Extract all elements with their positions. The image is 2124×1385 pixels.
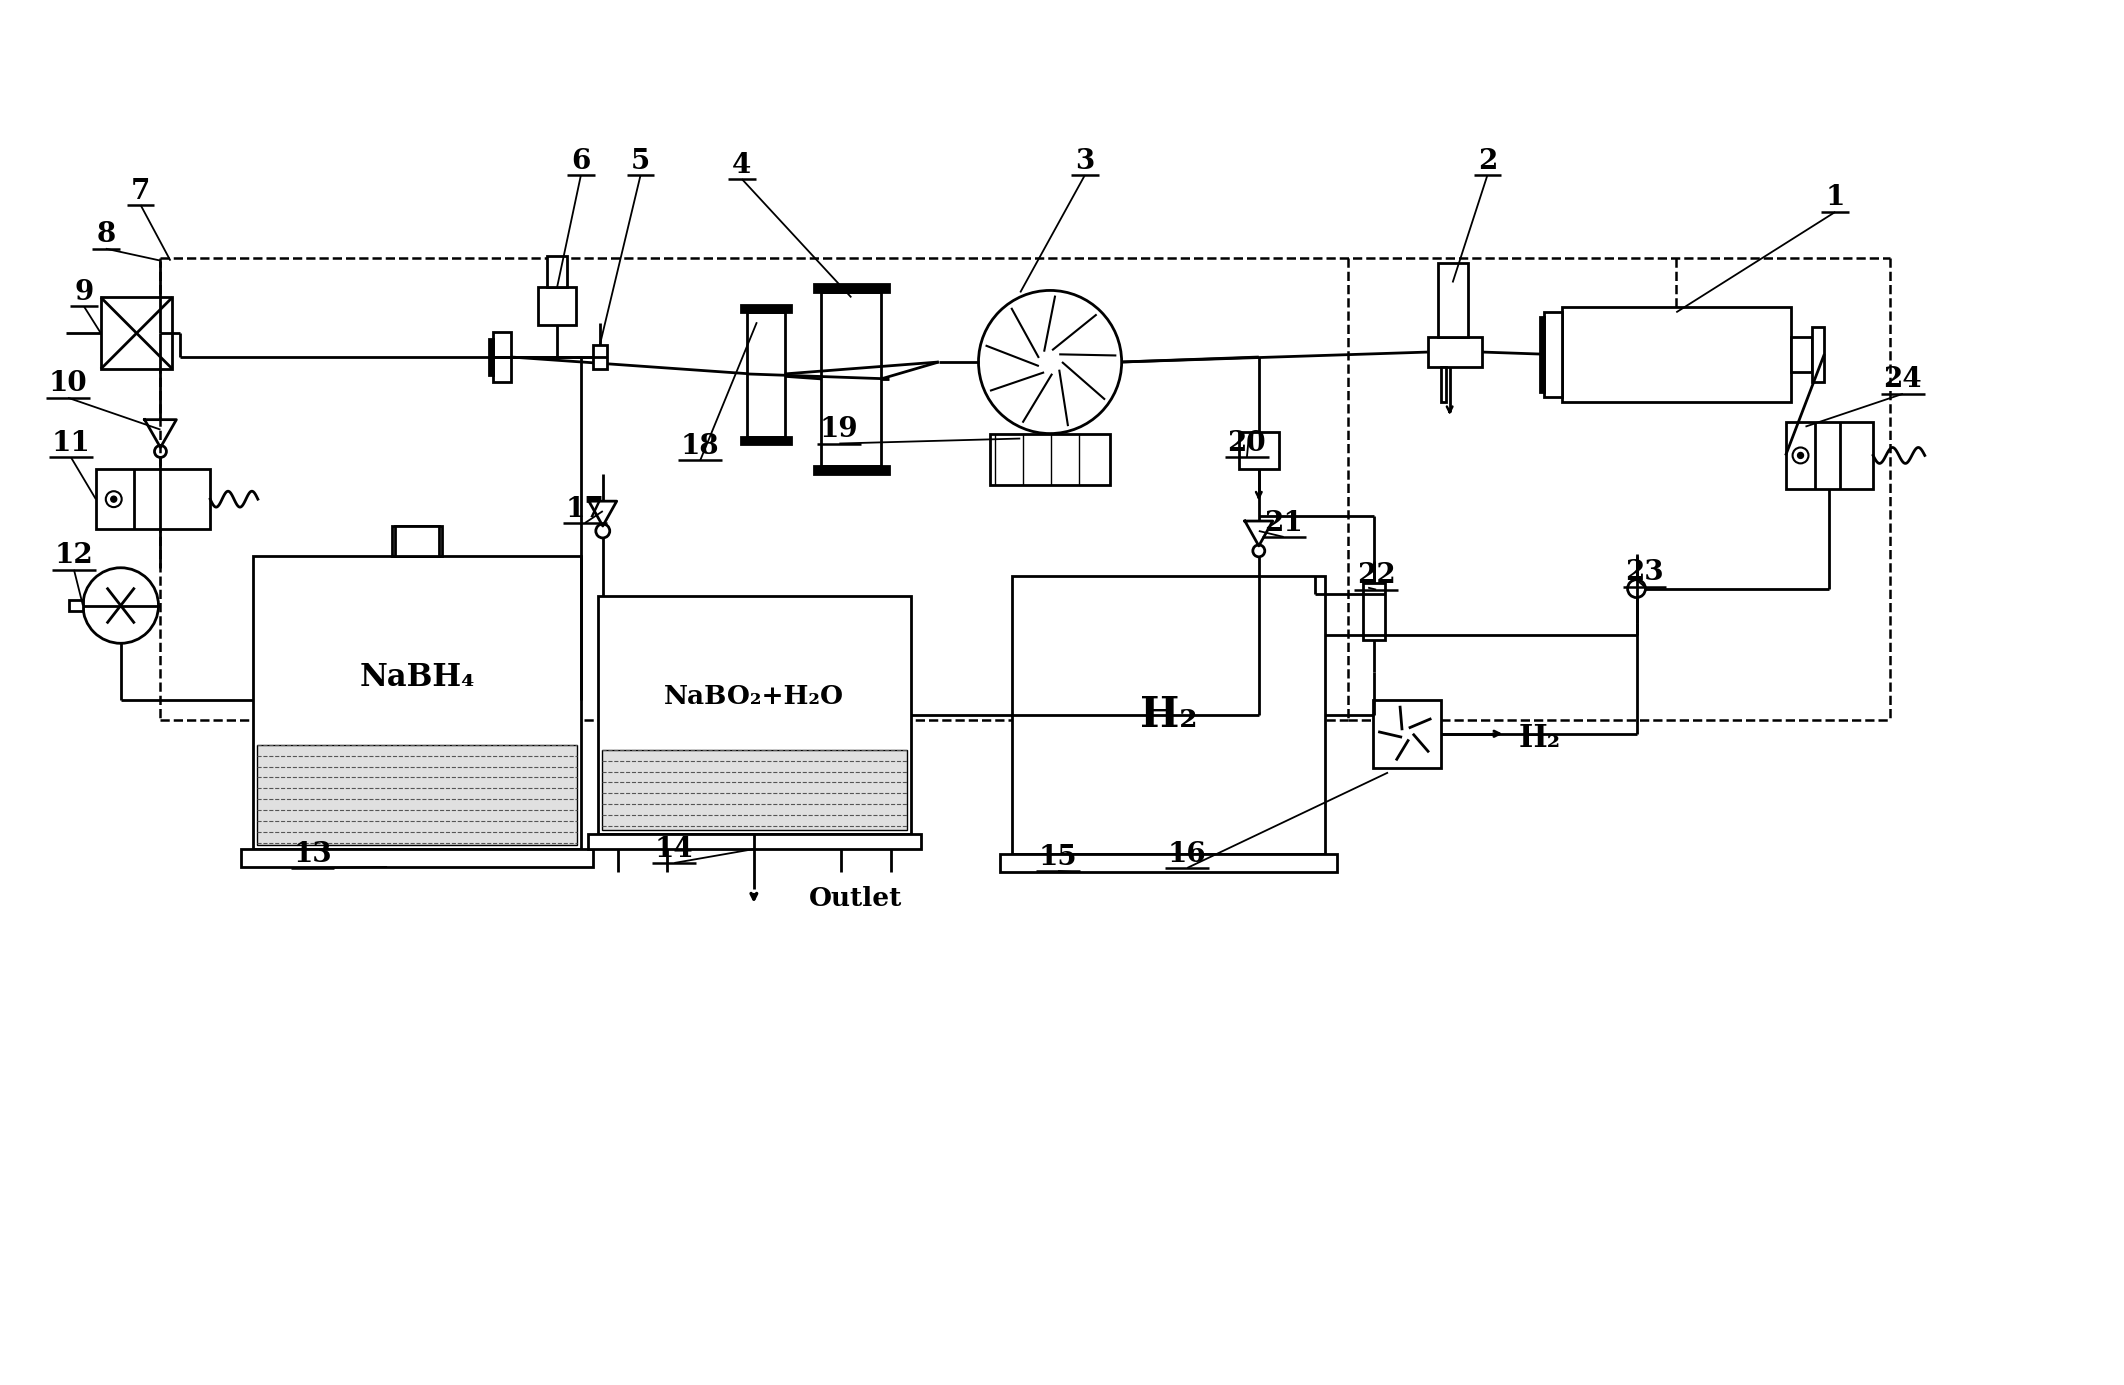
- Bar: [741, 305, 790, 312]
- Text: 4: 4: [733, 152, 752, 179]
- Text: 22: 22: [1357, 562, 1395, 589]
- Bar: [1812, 327, 1825, 382]
- Bar: [395, 526, 440, 555]
- Bar: [1438, 263, 1468, 337]
- Bar: [68, 600, 83, 612]
- Bar: [548, 256, 567, 288]
- Text: 14: 14: [654, 835, 695, 863]
- Text: 21: 21: [1264, 510, 1302, 536]
- Text: 20: 20: [1228, 429, 1266, 457]
- Text: 3: 3: [1075, 148, 1094, 175]
- Bar: [489, 339, 493, 375]
- Bar: [588, 834, 922, 849]
- Text: 12: 12: [55, 543, 93, 569]
- Text: 7: 7: [132, 177, 151, 205]
- Bar: [741, 436, 790, 443]
- Bar: [601, 749, 907, 830]
- Bar: [100, 298, 172, 368]
- Text: Outlet: Outlet: [809, 886, 903, 911]
- Bar: [813, 284, 890, 292]
- Bar: [1440, 367, 1446, 402]
- Text: 9: 9: [74, 278, 93, 306]
- Bar: [1561, 307, 1791, 402]
- Bar: [1238, 432, 1279, 470]
- Text: NaBH₄: NaBH₄: [359, 662, 474, 692]
- Bar: [253, 555, 580, 849]
- Bar: [1364, 583, 1385, 640]
- Text: NaBO₂+H₂O: NaBO₂+H₂O: [665, 684, 843, 709]
- Bar: [96, 470, 210, 529]
- Bar: [1000, 855, 1338, 873]
- Bar: [822, 292, 881, 467]
- Bar: [1013, 576, 1325, 855]
- Text: 18: 18: [682, 434, 720, 460]
- Bar: [1372, 699, 1440, 767]
- Text: 23: 23: [1625, 560, 1663, 586]
- Bar: [813, 467, 890, 474]
- Text: 6: 6: [571, 148, 590, 175]
- Text: 5: 5: [631, 148, 650, 175]
- Bar: [1540, 317, 1544, 392]
- Bar: [1791, 337, 1812, 373]
- Text: 1: 1: [1827, 184, 1846, 212]
- Text: 8: 8: [96, 222, 115, 248]
- Bar: [393, 526, 442, 555]
- Bar: [597, 596, 911, 834]
- Text: 24: 24: [1884, 367, 1922, 393]
- Bar: [493, 332, 512, 382]
- Bar: [1786, 421, 1873, 489]
- Bar: [593, 345, 607, 368]
- Circle shape: [1797, 453, 1803, 458]
- Text: 15: 15: [1039, 843, 1077, 871]
- Text: H₂: H₂: [1519, 723, 1561, 755]
- Bar: [537, 288, 576, 325]
- Text: 10: 10: [49, 370, 87, 397]
- Text: 16: 16: [1168, 841, 1206, 867]
- Bar: [1544, 312, 1561, 396]
- Text: H₂: H₂: [1141, 694, 1198, 735]
- Bar: [1427, 337, 1483, 367]
- Text: 17: 17: [565, 496, 603, 522]
- Bar: [240, 849, 593, 867]
- Text: 19: 19: [820, 416, 858, 443]
- Text: 2: 2: [1478, 148, 1497, 175]
- Bar: [990, 434, 1109, 485]
- Bar: [748, 312, 784, 436]
- Circle shape: [110, 496, 117, 503]
- Bar: [257, 745, 578, 845]
- Text: 11: 11: [51, 429, 91, 457]
- Text: 13: 13: [293, 841, 331, 867]
